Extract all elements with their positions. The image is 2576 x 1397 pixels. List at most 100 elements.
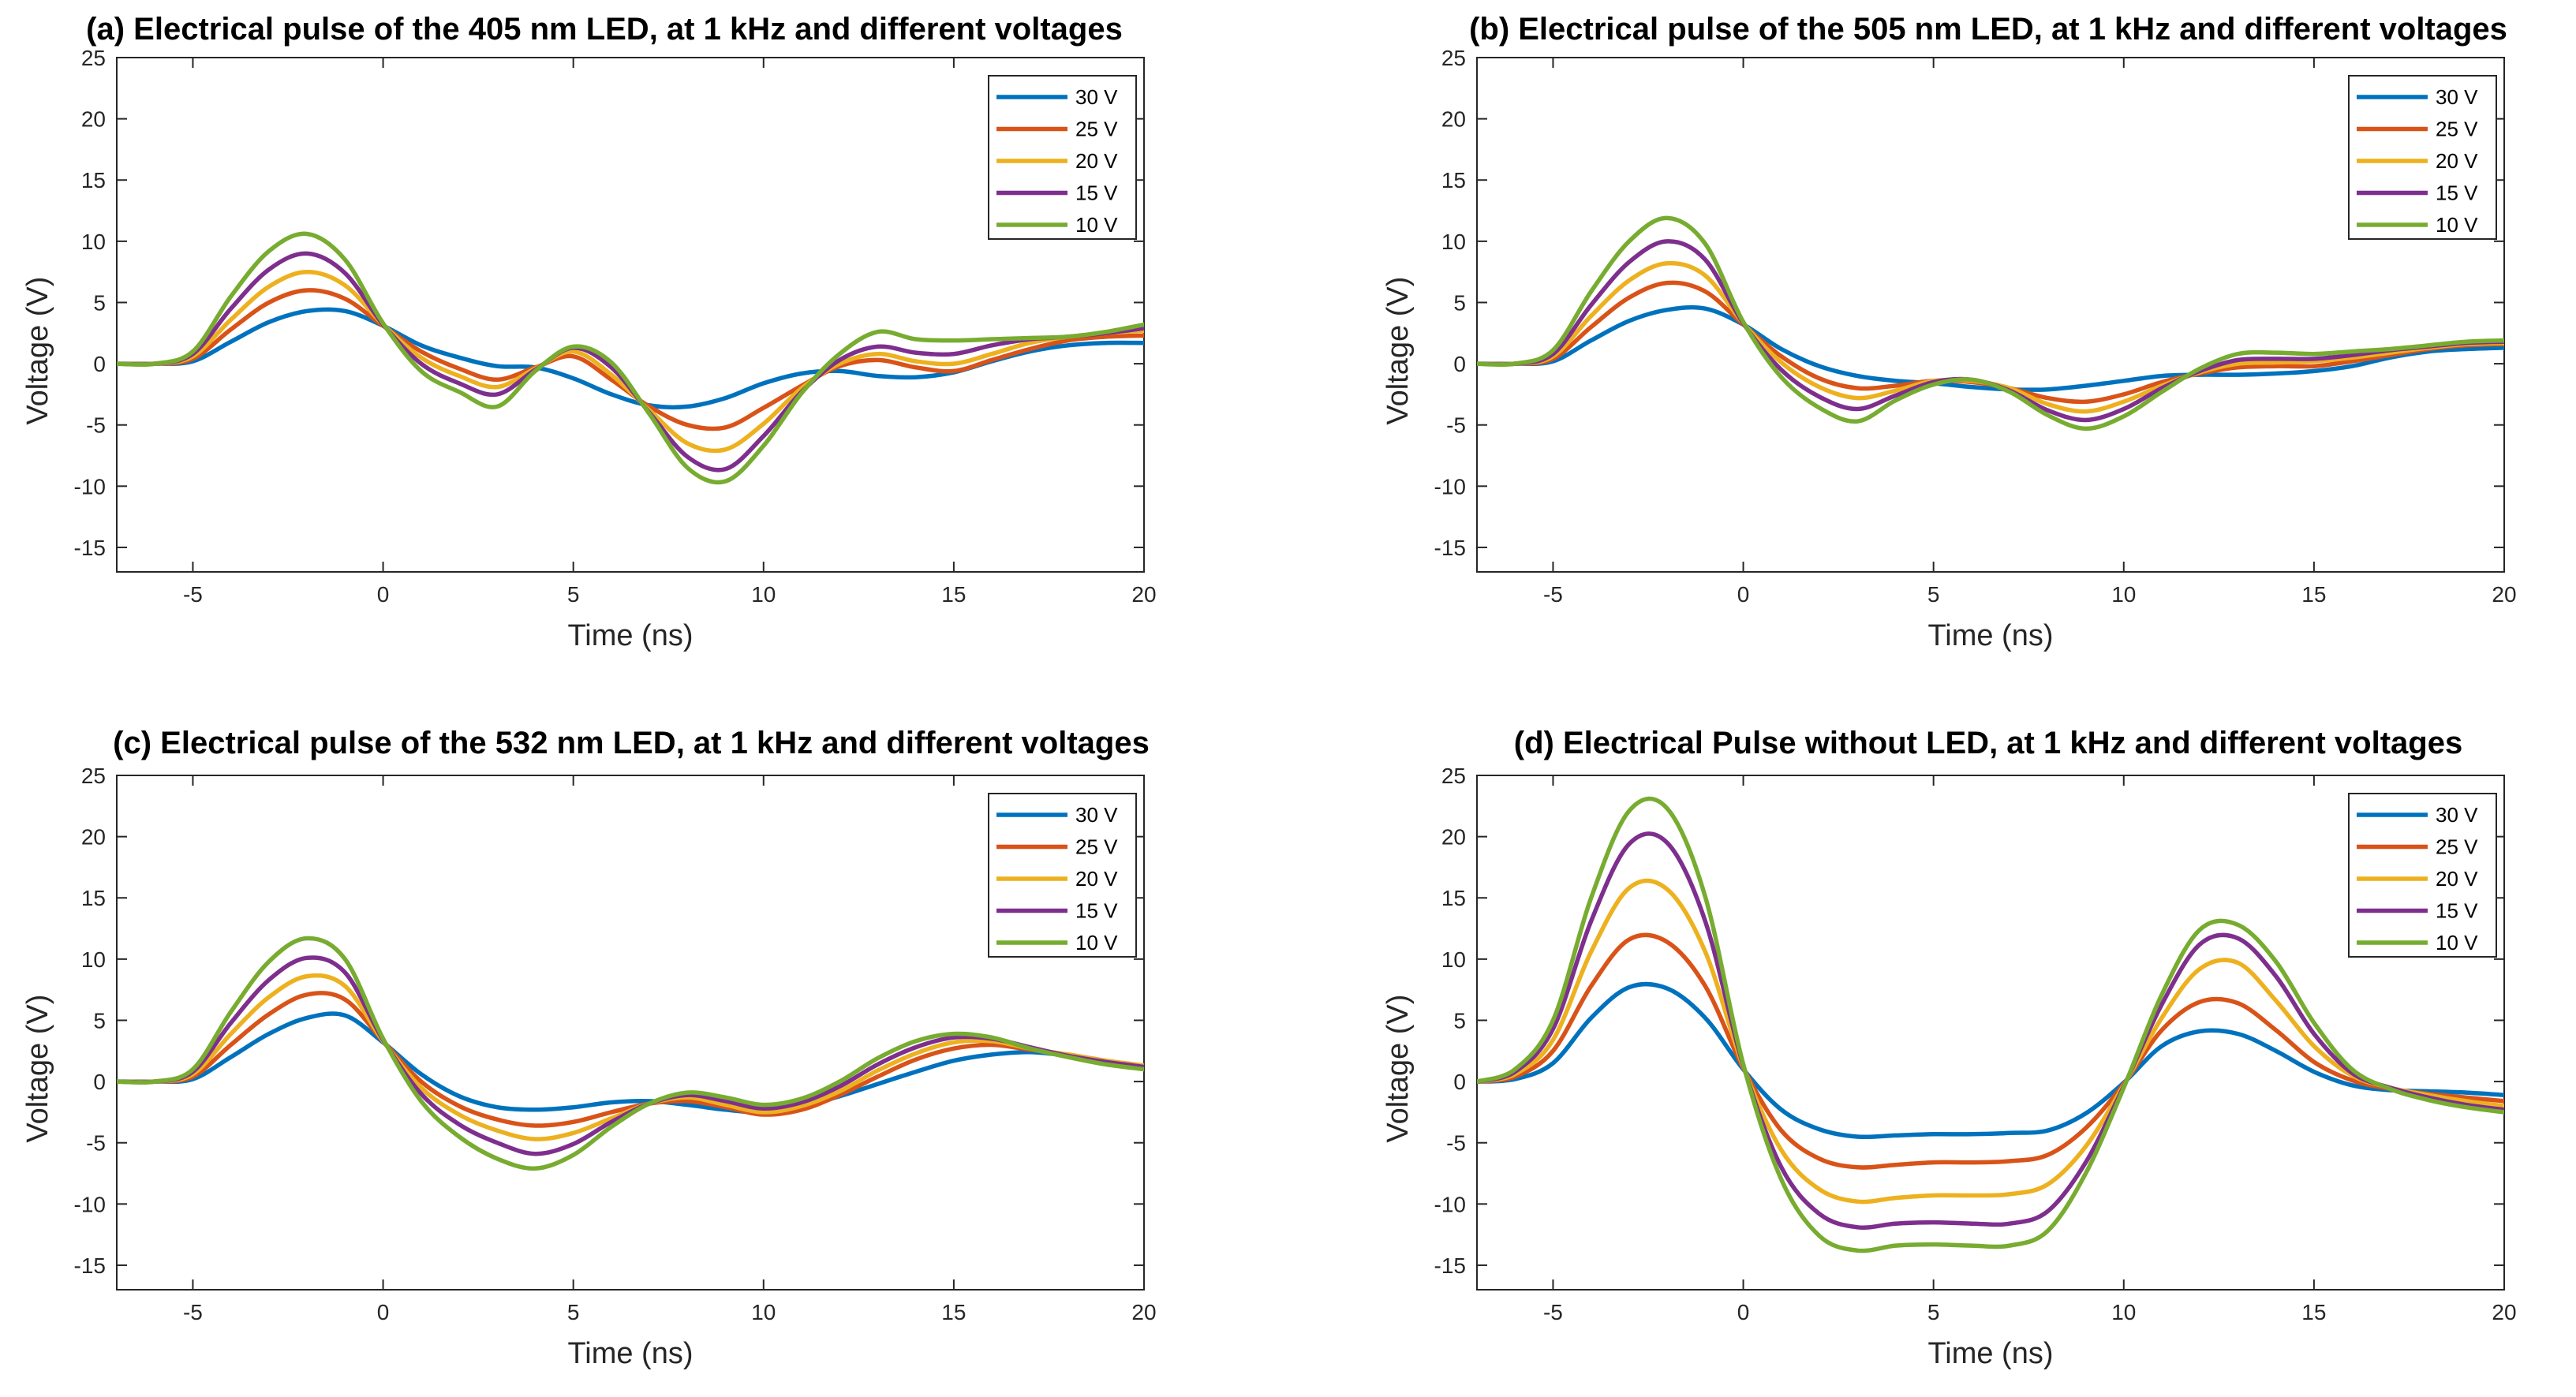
y-tick-label: 25 — [1441, 764, 1466, 788]
y-tick-label: 10 — [81, 947, 106, 972]
chart-panel-d: (d) Electrical Pulse without LED, at 1 k… — [1381, 726, 2517, 1370]
y-tick-label: 25 — [81, 764, 106, 788]
x-tick-label: -5 — [183, 1300, 203, 1324]
y-tick-label: -5 — [1446, 413, 1466, 438]
x-tick-label: -5 — [1543, 1300, 1563, 1324]
y-tick-label: 0 — [1453, 1070, 1466, 1094]
legend-box — [988, 793, 1137, 958]
y-tick-label: -15 — [74, 536, 106, 560]
x-axis-label: Time (ns) — [1927, 1337, 2053, 1370]
x-tick-label: 0 — [1737, 1300, 1750, 1324]
series-line-15v — [1477, 831, 2504, 1230]
y-tick-label: -5 — [1446, 1131, 1466, 1156]
chart-panel-b: (b) Electrical pulse of the 505 nm LED, … — [1381, 12, 2517, 652]
legend: 30 V 25 V 20 V 15 V 10 V — [988, 75, 1137, 240]
series-line-25v — [117, 991, 1144, 1128]
legend-label: 30 V — [2436, 85, 2478, 109]
legend-box — [988, 75, 1137, 240]
series-group — [1477, 215, 2504, 431]
x-tick-label: 10 — [2111, 582, 2136, 607]
y-tick-label: 15 — [1441, 168, 1466, 192]
legend-label: 25 V — [2436, 835, 2478, 859]
y-tick-label: 15 — [1441, 886, 1466, 910]
series-line-10v — [1477, 796, 2504, 1253]
legend-label: 15 V — [1075, 181, 1118, 205]
series-line-15v — [117, 955, 1144, 1156]
y-tick-label: 0 — [93, 352, 106, 376]
legend: 30 V 25 V 20 V 15 V 10 V — [988, 793, 1137, 958]
panels: (a) Electrical pulse of the 405 nm LED, … — [21, 12, 2517, 1370]
chart-title: (b) Electrical pulse of the 505 nm LED, … — [1469, 12, 2507, 47]
y-tick-label: 20 — [81, 107, 106, 132]
y-tick-label: -10 — [74, 1192, 106, 1216]
x-axis-label: Time (ns) — [1927, 619, 2053, 652]
y-tick-label: 10 — [1441, 947, 1466, 972]
y-tick-label: -15 — [74, 1253, 106, 1278]
legend-label: 20 V — [2436, 149, 2478, 173]
y-tick-label: 15 — [81, 886, 106, 910]
x-tick-label: 20 — [2492, 1300, 2516, 1324]
legend-label: 25 V — [1075, 835, 1118, 859]
legend-label: 10 V — [1075, 213, 1118, 237]
series-line-30v — [117, 1011, 1144, 1115]
y-tick-label: -10 — [1434, 1192, 1466, 1216]
series-group — [117, 936, 1144, 1171]
y-tick-label: 0 — [93, 1070, 106, 1094]
y-tick-label: -5 — [86, 413, 106, 438]
plot-area — [1476, 775, 2505, 1291]
y-tick-label: -15 — [1434, 1253, 1466, 1278]
x-tick-label: 20 — [2492, 582, 2516, 607]
x-axis-label: Time (ns) — [567, 619, 693, 652]
x-axis-label: Time (ns) — [567, 1337, 693, 1370]
y-tick-label: 25 — [81, 46, 106, 70]
x-tick-label: 5 — [1927, 1300, 1940, 1324]
x-tick-label: 0 — [377, 582, 390, 607]
x-tick-label: 20 — [1131, 1300, 1156, 1324]
y-tick-label: 25 — [1441, 46, 1466, 70]
x-tick-label: 0 — [377, 1300, 390, 1324]
y-tick-label: -15 — [1434, 536, 1466, 560]
legend-label: 10 V — [2436, 213, 2478, 237]
y-tick-label: 5 — [93, 1008, 106, 1033]
y-tick-label: -10 — [1434, 474, 1466, 499]
chart-title: (a) Electrical pulse of the 405 nm LED, … — [86, 12, 1123, 47]
y-tick-label: 10 — [81, 230, 106, 254]
chart-panel-a: (a) Electrical pulse of the 405 nm LED, … — [21, 12, 1157, 652]
y-tick-label: 15 — [81, 168, 106, 192]
series-line-25v — [1477, 932, 2504, 1170]
x-tick-label: -5 — [1543, 582, 1563, 607]
chart-title: (c) Electrical pulse of the 532 nm LED, … — [113, 726, 1150, 760]
legend-label: 20 V — [1075, 149, 1118, 173]
y-tick-label: 20 — [1441, 825, 1466, 850]
series-line-10v — [117, 231, 1144, 485]
y-axis-label: Voltage (V) — [1381, 277, 1415, 425]
y-axis-label: Voltage (V) — [1381, 995, 1415, 1143]
legend-box — [2348, 75, 2497, 240]
series-line-20v — [117, 973, 1144, 1141]
chart-title: (d) Electrical Pulse without LED, at 1 k… — [1514, 726, 2462, 760]
y-axis-label: Voltage (V) — [21, 995, 54, 1143]
x-tick-label: 5 — [567, 1300, 580, 1324]
x-tick-label: 10 — [751, 1300, 776, 1324]
legend-label: 10 V — [1075, 931, 1118, 954]
series-line-10v — [117, 936, 1144, 1171]
y-tick-label: 5 — [93, 290, 106, 315]
series-group — [117, 231, 1144, 485]
series-group — [1477, 796, 2504, 1253]
y-tick-label: 5 — [1453, 290, 1466, 315]
x-tick-label: 5 — [1927, 582, 1940, 607]
y-axis-label: Voltage (V) — [21, 277, 54, 425]
legend-label: 15 V — [2436, 181, 2478, 205]
y-tick-label: -10 — [74, 474, 106, 499]
legend-label: 15 V — [2436, 899, 2478, 923]
legend-label: 20 V — [2436, 867, 2478, 891]
legend-label: 25 V — [1075, 118, 1118, 141]
legend-box — [2348, 793, 2497, 958]
series-line-30v — [1477, 981, 2504, 1140]
x-tick-label: -5 — [183, 582, 203, 607]
x-tick-label: 10 — [2111, 1300, 2136, 1324]
series-line-20v — [117, 269, 1144, 454]
legend-label: 30 V — [2436, 803, 2478, 827]
x-tick-label: 15 — [2301, 582, 2326, 607]
